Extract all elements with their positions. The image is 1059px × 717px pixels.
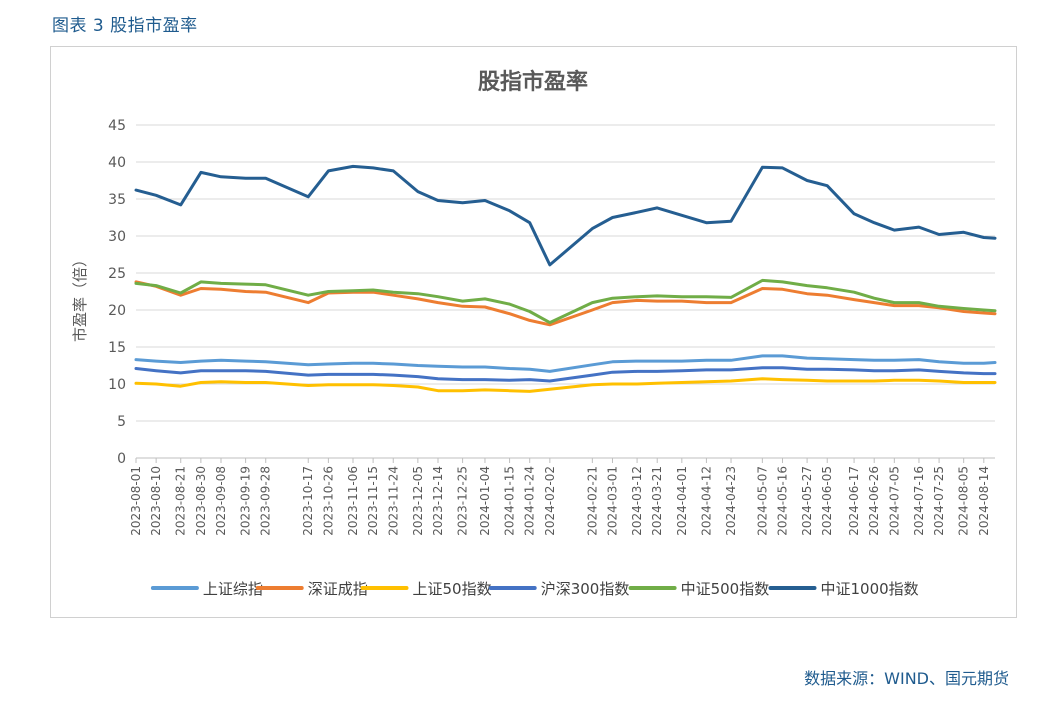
- series-lines: [134, 164, 997, 393]
- x-tick-label: 2023-09-08: [214, 466, 228, 536]
- x-tick-label: 2024-07-05: [887, 466, 901, 536]
- legend-label: 深证成指: [308, 580, 368, 598]
- x-tick-label: 2023-09-28: [259, 466, 273, 536]
- x-tick-label: 2023-12-05: [411, 466, 425, 536]
- x-tick-label: 2023-12-14: [431, 466, 445, 536]
- chart-title: 股指市盈率: [478, 69, 588, 95]
- x-tick-label: 2024-04-23: [724, 466, 738, 536]
- x-tick-label: 2023-10-17: [301, 466, 315, 536]
- x-axis: 2023-08-01 2023-08-10 2023-08-21 2023-08-30…: [129, 458, 991, 536]
- y-axis-label: 市盈率（倍）: [71, 252, 89, 342]
- series-line: [134, 366, 997, 383]
- series-line: [134, 278, 997, 325]
- x-tick-label: 2024-01-04: [478, 466, 492, 536]
- x-tick-label: 2024-03-12: [630, 466, 644, 536]
- x-tick-label: 2024-05-27: [800, 466, 814, 536]
- x-tick-label: 2024-08-14: [977, 466, 991, 536]
- x-tick-label: 2024-04-12: [699, 466, 713, 536]
- y-tick-label: 20: [108, 303, 126, 319]
- x-tick-label: 2024-06-05: [820, 466, 834, 536]
- x-tick-label: 2024-04-01: [675, 466, 689, 536]
- series-line: [134, 377, 997, 393]
- x-tick-label: 2024-06-26: [867, 466, 881, 536]
- x-tick-label: 2024-02-02: [543, 466, 557, 536]
- x-tick-label: 2024-07-16: [912, 466, 926, 536]
- source-note: 数据来源：WIND、国元期货: [804, 669, 1009, 688]
- series-line: [134, 280, 997, 327]
- x-tick-label: 2023-09-19: [239, 466, 253, 536]
- x-tick-label: 2024-01-24: [523, 466, 537, 536]
- y-tick-label: 15: [108, 340, 126, 356]
- y-tick-label: 25: [108, 266, 126, 282]
- x-tick-label: 2023-10-26: [321, 466, 335, 536]
- y-tick-label: 40: [108, 155, 126, 171]
- x-tick-label: 2024-07-25: [932, 466, 946, 536]
- y-axis: 0 5 10 15 20 25 30 35 40 45: [108, 118, 126, 467]
- series-line: [134, 164, 997, 267]
- y-tick-label: 45: [108, 118, 126, 134]
- y-tick-label: 10: [108, 377, 126, 393]
- x-tick-label: 2024-05-07: [755, 466, 769, 536]
- legend: 上证综指 深证成指 上证50指数 沪深300指数 中证500指数 中证1000指数: [150, 580, 919, 598]
- legend-label: 沪深300指数: [541, 580, 630, 598]
- x-tick-label: 2024-05-16: [775, 466, 789, 536]
- x-tick-label: 2023-12-25: [456, 466, 470, 536]
- legend-label: 上证综指: [203, 580, 263, 598]
- y-tick-label: 30: [108, 229, 126, 245]
- x-tick-label: 2023-11-24: [386, 466, 400, 536]
- legend-label: 中证500指数: [681, 580, 770, 598]
- x-tick-label: 2024-03-01: [605, 466, 619, 536]
- y-tick-label: 5: [117, 414, 126, 430]
- legend-label: 上证50指数: [413, 580, 492, 598]
- legend-label: 中证1000指数: [821, 580, 919, 598]
- x-tick-label: 2023-11-06: [346, 466, 360, 536]
- y-tick-label: 0: [117, 451, 126, 467]
- x-tick-label: 2023-08-01: [129, 466, 143, 536]
- x-tick-label: 2023-08-21: [174, 466, 188, 536]
- x-tick-label: 2024-02-21: [585, 466, 599, 536]
- x-tick-label: 2024-06-17: [847, 466, 861, 536]
- x-tick-label: 2024-03-21: [650, 466, 664, 536]
- x-tick-label: 2024-01-15: [503, 466, 517, 536]
- chart-frame: 股指市盈率 0 5 10 15 20 25 30 35 40 45 2023-08-01 2023-…: [50, 46, 1017, 618]
- x-tick-label: 2023-08-30: [194, 466, 208, 536]
- x-tick-label: 2024-08-05: [957, 466, 971, 536]
- x-tick-label: 2023-08-10: [149, 466, 163, 536]
- series-line: [134, 354, 997, 373]
- y-tick-label: 35: [108, 192, 126, 208]
- x-tick-label: 2023-11-15: [366, 466, 380, 536]
- figure-caption: 图表 3 股指市盈率: [52, 16, 198, 36]
